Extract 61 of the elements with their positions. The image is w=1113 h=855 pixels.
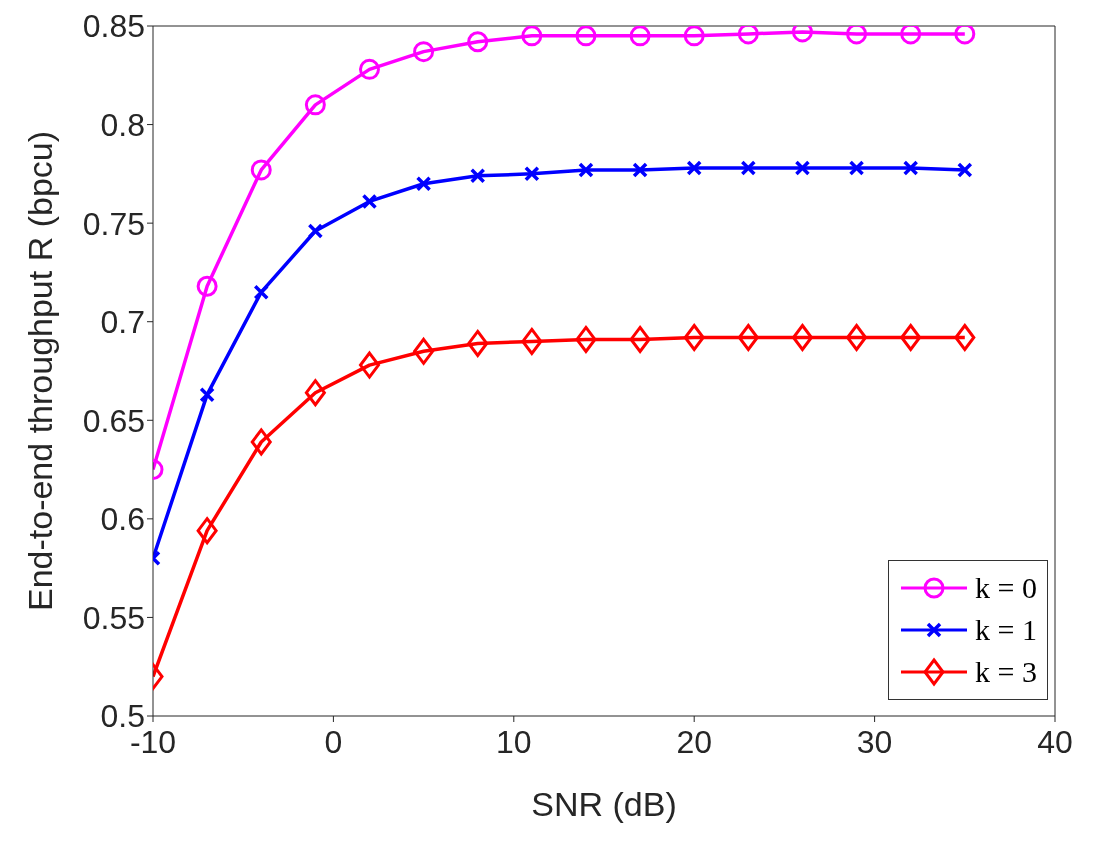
y-axis-title: End-to-end throughput R (bpcu) [21,130,60,612]
legend-label: k = 0 [975,571,1037,605]
y-tick-label: 0.75 [82,205,145,242]
point [629,325,651,353]
point [250,159,272,181]
point [467,329,489,357]
point [954,26,976,45]
point [358,58,380,80]
point [629,26,651,47]
point [957,162,973,178]
point [900,26,922,45]
point [521,327,543,355]
point [683,26,705,47]
point [413,41,435,63]
y-tick-label: 0.8 [100,106,145,143]
point [575,325,597,353]
point [846,323,868,351]
point [196,275,218,297]
point [632,162,648,178]
legend-label: k = 3 [975,655,1037,689]
point [846,26,868,45]
point [686,160,702,176]
point [196,517,218,545]
point [521,26,543,47]
point [307,223,324,239]
y-tick-label: 0.55 [82,599,145,636]
point [361,193,378,210]
point [199,386,215,403]
point [413,337,435,365]
point [791,323,813,351]
x-tick-label: 40 [1037,723,1073,760]
x-tick-label: 0 [324,723,343,760]
point [358,351,380,379]
x-tick-label: 20 [676,723,712,760]
point [575,26,597,47]
point [304,379,326,407]
point [737,323,759,351]
point [253,284,269,300]
point [954,323,976,351]
point [415,175,432,192]
point [737,26,759,45]
y-tick-label: 0.85 [82,8,145,45]
point [848,160,865,176]
x-axis-title: SNR (dB) [531,785,677,823]
y-tick-label: 0.7 [100,304,145,341]
y-tick-label: 0.6 [100,501,145,538]
legend-label: k = 1 [975,613,1037,647]
point [467,31,489,53]
point [578,162,594,178]
point [683,323,705,351]
x-tick-label: 30 [856,723,893,760]
point [524,166,540,182]
point [900,323,922,351]
point [740,160,757,176]
point [469,168,486,184]
point [250,428,272,456]
point [794,160,811,176]
x-tick-label: 10 [496,723,532,760]
y-tick-label: 0.65 [82,402,145,439]
point [304,94,326,116]
point [902,160,919,176]
